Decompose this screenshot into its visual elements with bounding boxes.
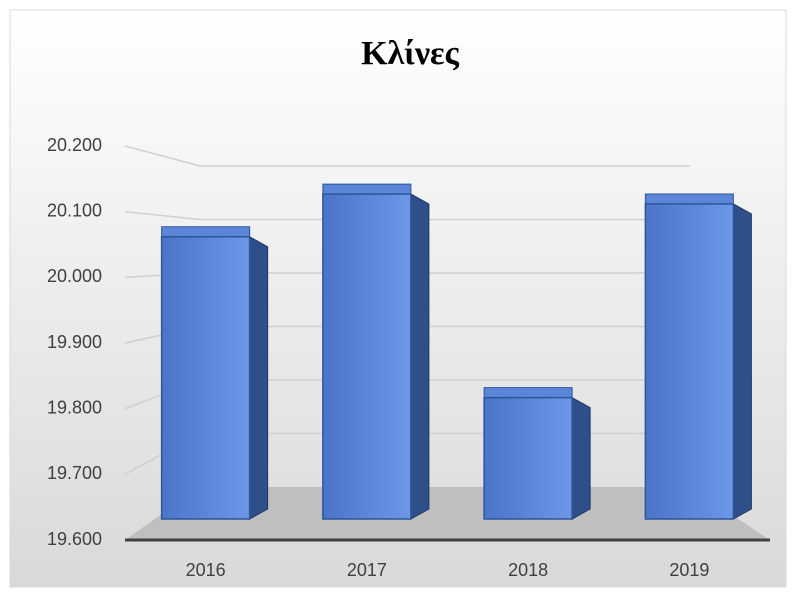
x-tick-label: 2018 bbox=[508, 560, 548, 580]
bar bbox=[160, 236, 251, 520]
chart-title: Κλίνες bbox=[361, 35, 459, 72]
y-tick-label: 19.800 bbox=[47, 397, 102, 417]
bar-side bbox=[249, 235, 269, 520]
bar-top bbox=[161, 226, 251, 238]
floor bbox=[125, 487, 770, 540]
bar bbox=[322, 193, 412, 520]
x-tick-label: 2019 bbox=[669, 560, 709, 580]
bar-side bbox=[571, 396, 591, 520]
bar-top bbox=[644, 193, 734, 205]
grid-line bbox=[124, 145, 690, 167]
bar bbox=[483, 396, 573, 520]
y-tick-label: 20.200 bbox=[47, 135, 102, 155]
y-tick-label: 20.000 bbox=[47, 266, 102, 286]
y-tick-label: 20.100 bbox=[47, 200, 102, 220]
y-tick-label: 19.700 bbox=[47, 463, 102, 483]
bar-top bbox=[322, 183, 412, 195]
bar bbox=[644, 203, 735, 520]
bar-top bbox=[483, 387, 573, 399]
x-tick-label: 2017 bbox=[347, 560, 387, 580]
y-tick-label: 19.600 bbox=[47, 529, 102, 549]
y-tick-label: 19.900 bbox=[47, 332, 102, 352]
bar-side bbox=[410, 193, 430, 520]
bar-side bbox=[732, 203, 752, 520]
grid-line bbox=[124, 210, 690, 221]
x-tick-label: 2016 bbox=[186, 560, 226, 580]
